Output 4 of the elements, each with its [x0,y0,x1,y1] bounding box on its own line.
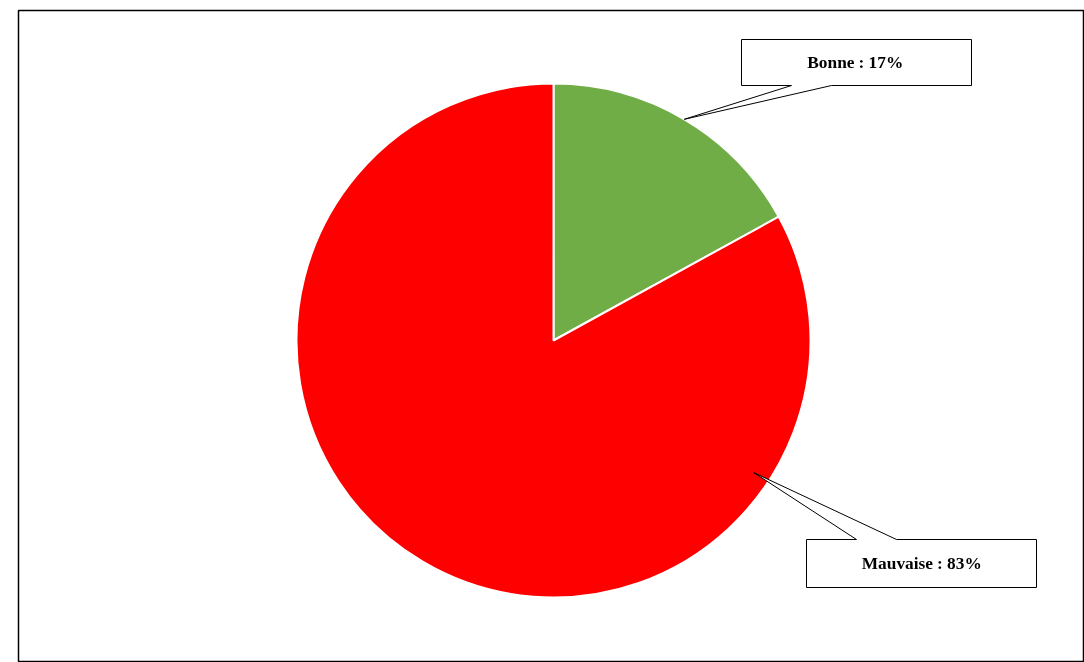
slice-label: Mauvaise [861,554,934,573]
data-label: : 17% [858,53,904,72]
data-label: : 83% [937,554,982,573]
slice-label: Bonne [807,53,855,72]
